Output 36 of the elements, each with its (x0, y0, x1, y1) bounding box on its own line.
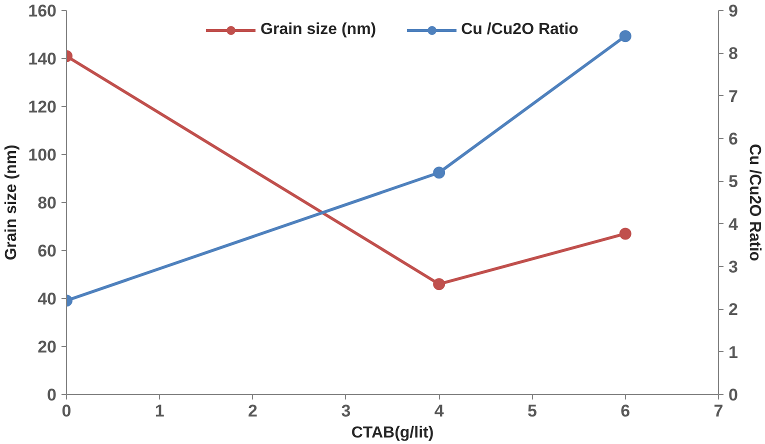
y2-tick-label: 5 (728, 172, 738, 192)
x-tick-label: 4 (434, 402, 444, 420)
y-tick-label: 80 (38, 194, 57, 212)
y2-tick-label: 7 (728, 86, 738, 106)
y-axis-title: Grain size (nm) (3, 144, 20, 260)
point (619, 228, 632, 240)
y-tick-label: 160 (28, 2, 57, 20)
point (433, 166, 446, 179)
x-axis-title: CTAB(g/lit) (351, 424, 434, 442)
y-tick-label: 40 (38, 290, 57, 308)
x-tick-label: 6 (620, 402, 630, 420)
x-tick-label: 1 (154, 402, 164, 420)
y2-tick-label: 1 (728, 342, 738, 362)
point (433, 278, 446, 290)
y-tick-label: 120 (28, 98, 57, 116)
y-tick-label: 60 (38, 242, 57, 260)
legend-label: Grain size (nm) (260, 21, 376, 39)
y-tick-label: 20 (38, 338, 57, 356)
y2-tick-label: 9 (728, 2, 738, 20)
y2-axis-title: Cu /Cu2O Ratio (746, 144, 763, 262)
point (619, 30, 632, 42)
y2-tick-label: 0 (728, 386, 738, 404)
x-tick-label: 0 (62, 402, 72, 420)
x-tick-label: 3 (341, 402, 351, 420)
x-tick-label: 2 (248, 402, 258, 420)
y-tick-label: 140 (28, 50, 57, 68)
y2-tick-label: 4 (728, 214, 738, 234)
legend-label: Cu /Cu2O Ratio (461, 21, 578, 39)
y-tick-label: 100 (28, 146, 57, 164)
y2-tick-label: 3 (728, 258, 738, 276)
y-tick-label: 0 (47, 386, 57, 404)
y2-tick-label: 8 (728, 44, 738, 64)
y2-tick-label: 2 (728, 300, 738, 320)
y2-tick-label: 6 (728, 130, 738, 148)
x-tick-label: 5 (527, 402, 537, 420)
x-tick-label: 7 (714, 402, 724, 420)
